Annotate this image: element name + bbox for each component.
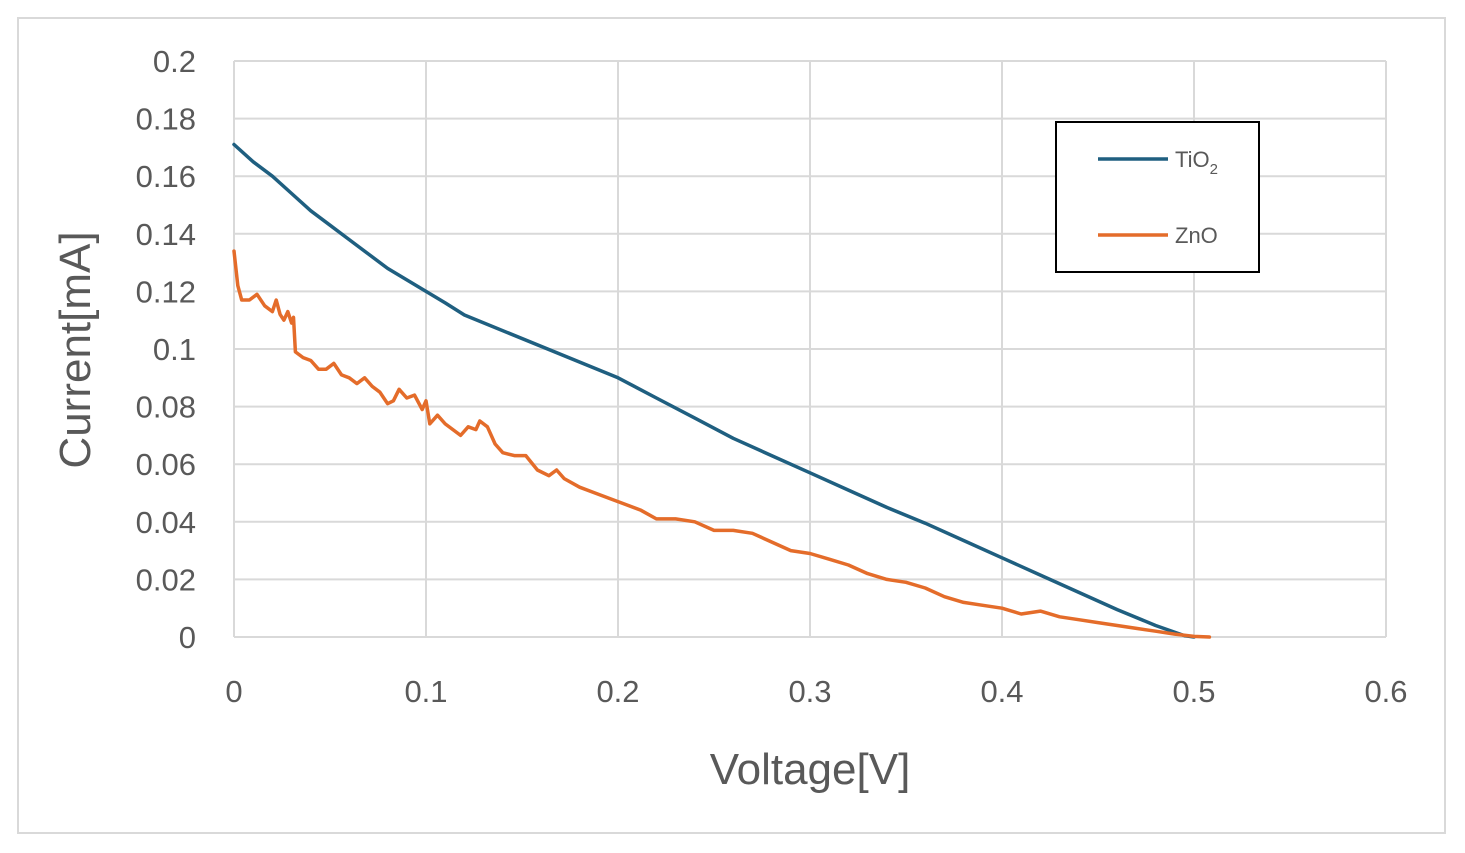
y-tick-labels: 0 0.02 0.04 0.06 0.08 0.1 0.12 0.14 0.16 0.18 0.2 [136, 44, 196, 655]
y-tick-label: 0.04 [136, 505, 196, 540]
x-tick-labels: 0 0.1 0.2 0.3 0.4 0.5 0.6 [225, 674, 1407, 709]
series-lines [232, 142, 1212, 639]
series-line-tio2 [232, 142, 1196, 639]
x-axis-title: Voltage[V] [710, 745, 911, 794]
x-tick-label: 0.5 [1172, 674, 1215, 709]
y-tick-label: 0 [179, 620, 196, 655]
y-tick-label: 0.12 [136, 274, 196, 309]
y-tick-label: 0.18 [136, 102, 196, 137]
y-axis-title: Current[mA] [51, 231, 100, 468]
legend: TiO2 ZnO [1055, 121, 1260, 273]
x-tick-label: 0.3 [788, 674, 831, 709]
y-tick-label: 0.14 [136, 217, 196, 252]
y-tick-label: 0.06 [136, 447, 196, 482]
legend-label-tio2: TiO2 [1175, 147, 1218, 178]
x-tick-label: 0 [225, 674, 242, 709]
y-tick-label: 0.2 [153, 44, 196, 79]
x-tick-label: 0.6 [1364, 674, 1407, 709]
x-tick-label: 0.2 [596, 674, 639, 709]
legend-box [1055, 121, 1260, 273]
y-tick-label: 0.1 [153, 332, 196, 367]
y-tick-label: 0.08 [136, 390, 196, 425]
legend-label-zno: ZnO [1175, 223, 1218, 248]
y-tick-label: 0.16 [136, 159, 196, 194]
series-line-zno [232, 249, 1212, 639]
y-tick-label: 0.02 [136, 562, 196, 597]
x-tick-label: 0.1 [404, 674, 447, 709]
x-tick-label: 0.4 [980, 674, 1023, 709]
